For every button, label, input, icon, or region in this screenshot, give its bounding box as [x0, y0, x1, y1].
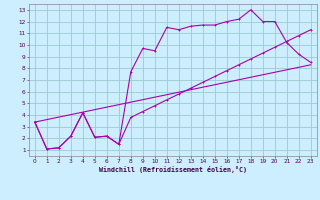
X-axis label: Windchill (Refroidissement éolien,°C): Windchill (Refroidissement éolien,°C) [99, 166, 247, 173]
